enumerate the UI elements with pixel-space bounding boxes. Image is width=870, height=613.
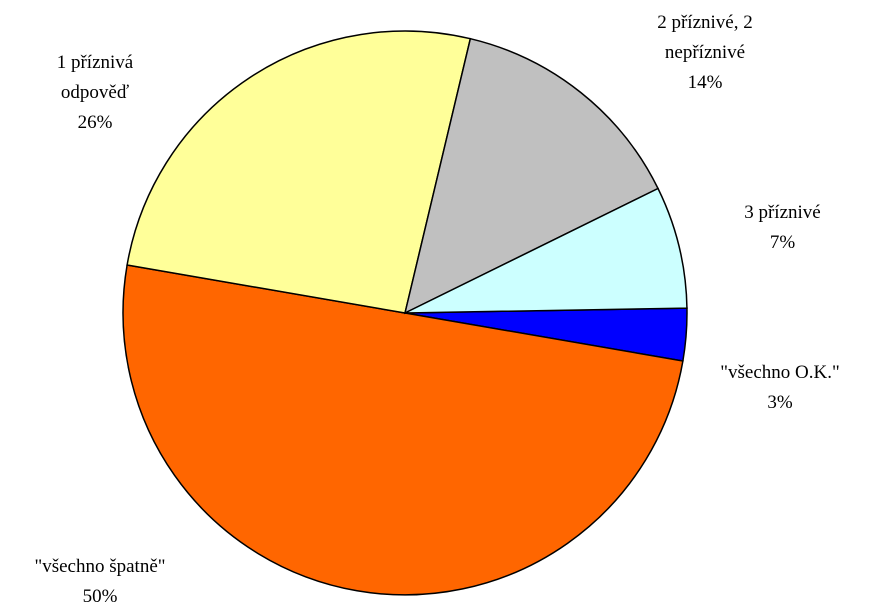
pie-slice [126,30,472,314]
value-label: 3% [767,392,793,413]
pie-slice [122,264,684,596]
category-label: 3 příznivé [744,202,821,223]
slice-label: "všechno špatně" 50% [0,552,200,612]
value-label: 14% [687,72,723,93]
value-label: 26% [77,112,113,133]
pie-slice [404,187,688,314]
category-label: "všechno O.K." [720,362,840,383]
pie-slice [403,37,660,315]
category-label: 1 příznivá odpověď [56,52,134,103]
category-label: "všechno špatně" [34,556,166,577]
slice-label: 1 příznivá odpověď 26% [30,48,160,138]
value-label: 7% [769,232,796,253]
value-label: 50% [82,586,118,607]
slice-label: "všechno O.K." 3% [680,358,870,418]
slice-label: 3 příznivé 7% [715,198,850,258]
slice-label: 2 příznivé, 2 nepříznivé 14% [625,8,785,98]
category-label: 2 příznivé, 2 nepříznivé [657,12,753,63]
